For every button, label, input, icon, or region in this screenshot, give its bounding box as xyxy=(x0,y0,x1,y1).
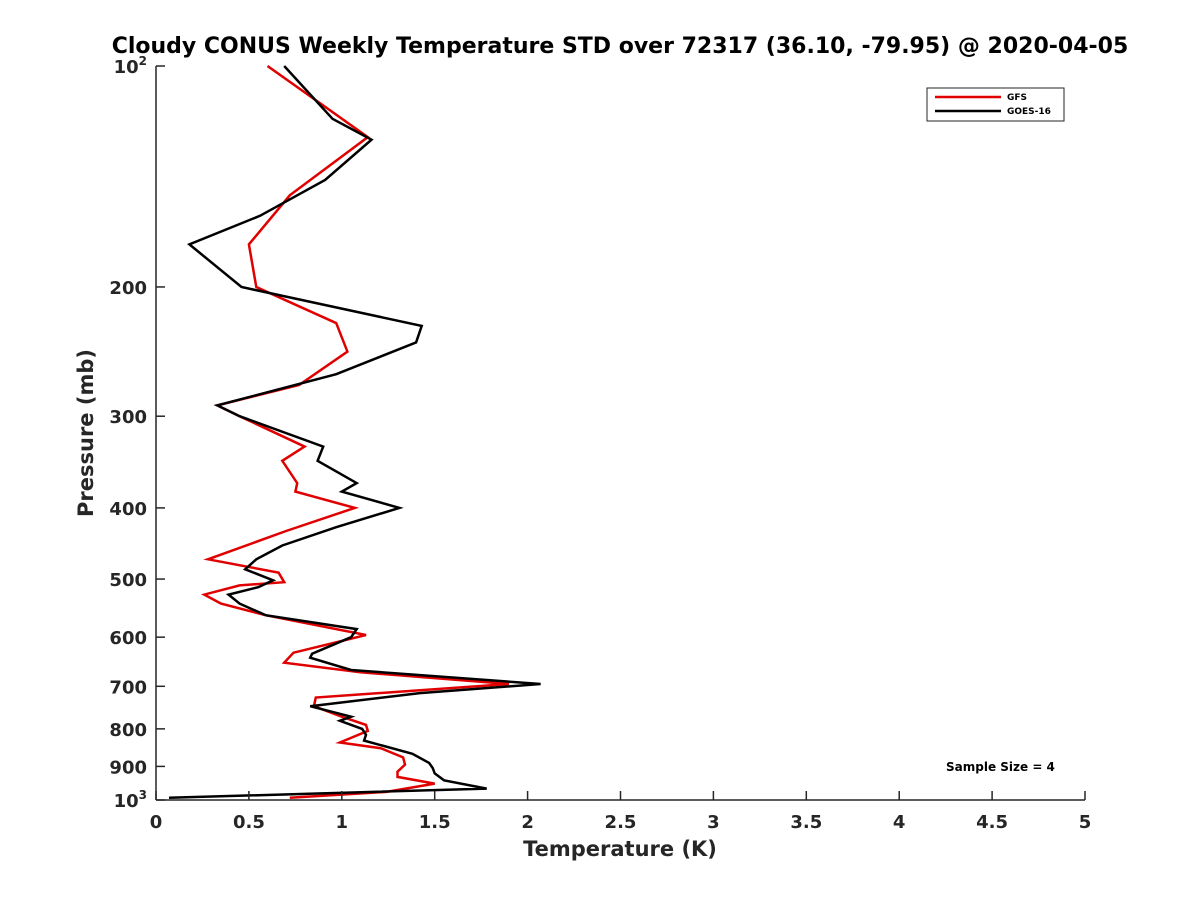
x-tick-label: 2.5 xyxy=(605,812,637,833)
legend: GFS GOES-16 xyxy=(926,87,1065,122)
x-tick-label: 4 xyxy=(893,812,906,833)
y-tick-label: 700 xyxy=(109,677,147,698)
chart-title: Cloudy CONUS Weekly Temperature STD over… xyxy=(112,34,1129,59)
legend-label-goes-16: GOES-16 xyxy=(1007,107,1051,117)
y-tick-label: 103 xyxy=(114,788,147,812)
x-tick-label: 1 xyxy=(336,812,349,833)
sample-size-annotation: Sample Size = 4 xyxy=(946,760,1055,774)
x-axis-label: Temperature (K) xyxy=(523,837,717,861)
axes-layer: 0 0.5 1 1.5 2 2.5 3 3.5 4 4.5 5 102 200 300 400 500 600 7… xyxy=(109,54,1091,833)
y-tick-label: 500 xyxy=(109,570,147,591)
series-layer xyxy=(168,64,541,800)
x-tick-label: 5 xyxy=(1079,812,1092,833)
y-tick-label: 102 xyxy=(114,54,147,78)
legend-box xyxy=(926,87,1065,122)
y-tick-label: 300 xyxy=(109,407,147,428)
x-tick-label: 2 xyxy=(521,812,534,833)
y-tick-label: 800 xyxy=(109,720,147,741)
series-line-goes-16 xyxy=(168,65,541,800)
x-tick-label: 0.5 xyxy=(233,812,265,833)
y-tick-label: 600 xyxy=(109,628,147,649)
x-tick-label: 0 xyxy=(150,812,163,833)
y-axis-label: Pressure (mb) xyxy=(74,349,98,517)
legend-label-gfs: GFS xyxy=(1007,93,1027,103)
x-tick-label: 3 xyxy=(707,812,720,833)
y-tick-label: 900 xyxy=(109,757,147,778)
x-tick-label: 1.5 xyxy=(419,812,451,833)
y-tick-label: 200 xyxy=(109,278,147,299)
y-tick-label: 400 xyxy=(109,499,147,520)
series-line-gfs xyxy=(200,64,510,800)
x-tick-label: 3.5 xyxy=(790,812,822,833)
x-tick-label: 4.5 xyxy=(976,812,1008,833)
